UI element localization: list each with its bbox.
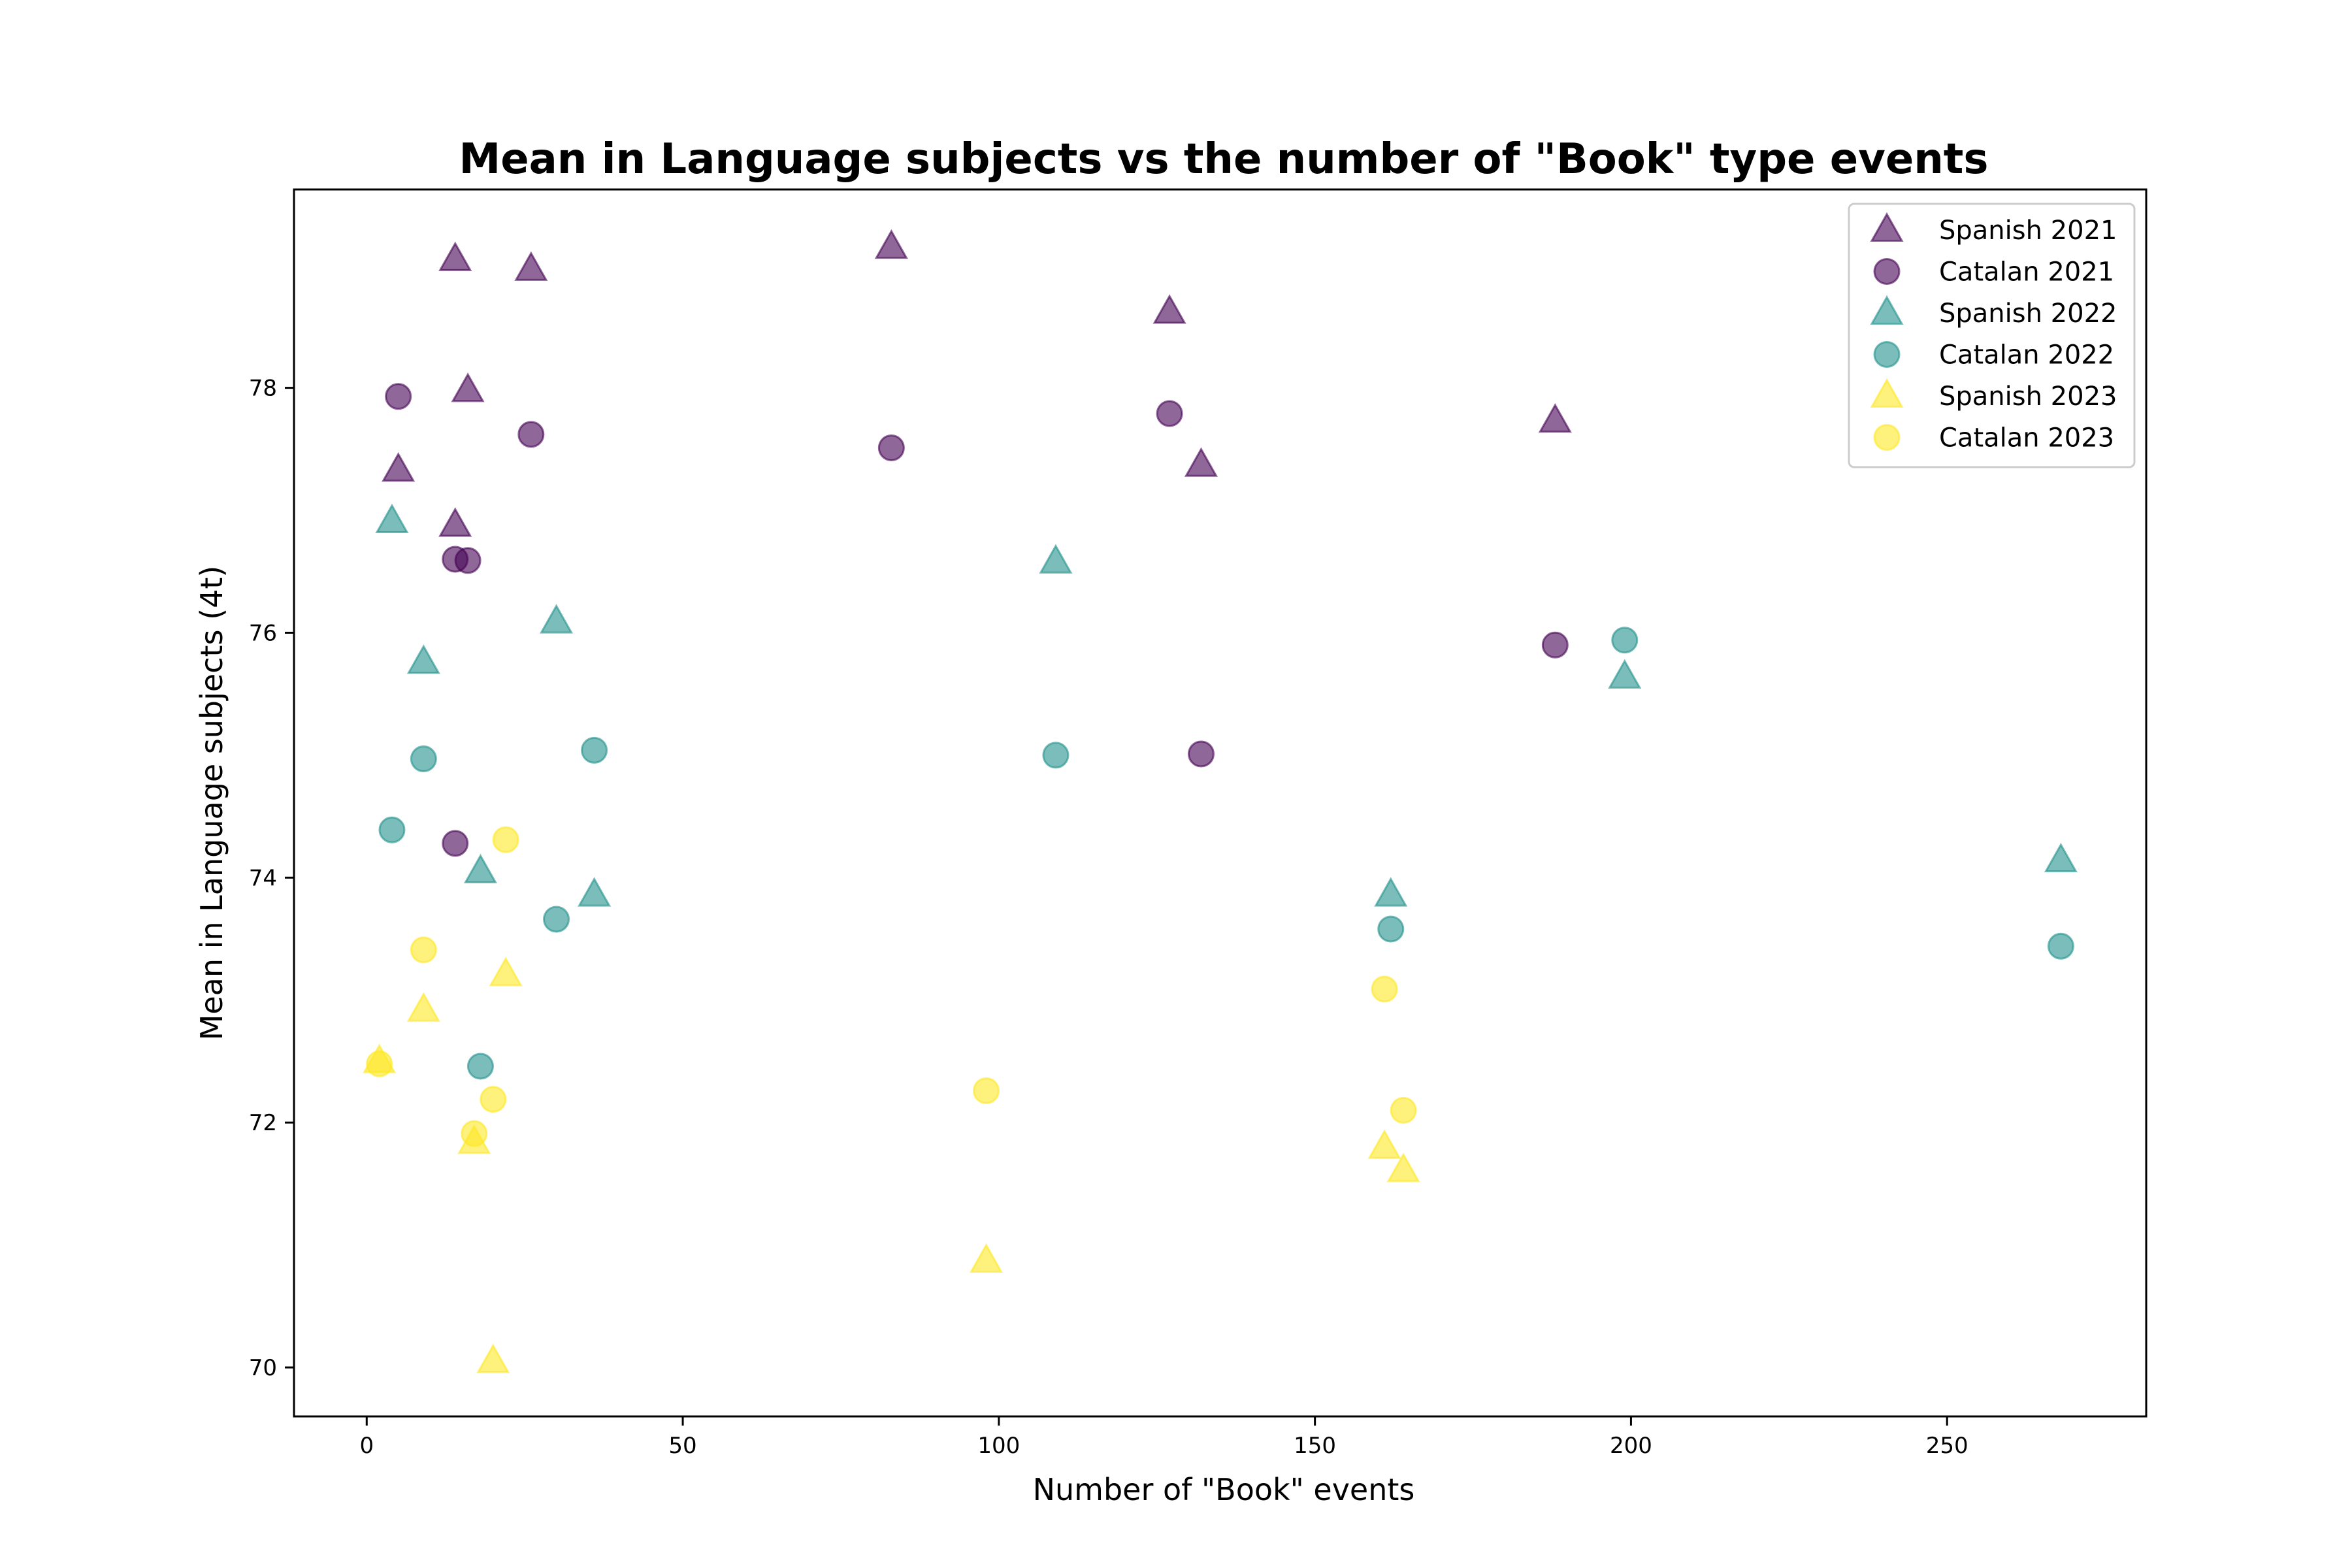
point-catalan-2022 xyxy=(1611,627,1639,654)
point-spanish-2022 xyxy=(578,877,612,907)
plot-frame xyxy=(293,188,2148,1418)
point-catalan-2023 xyxy=(1390,1096,1417,1124)
point-catalan-2023 xyxy=(1371,975,1398,1003)
legend-label-catalan-2022: Catalan 2022 xyxy=(1939,340,2114,370)
y-tick-label: 74 xyxy=(249,865,277,891)
point-spanish-2021 xyxy=(1538,403,1572,433)
point-catalan-2021 xyxy=(442,830,469,857)
y-tick-label: 70 xyxy=(249,1355,277,1381)
point-catalan-2022 xyxy=(378,816,406,843)
x-tick-label: 200 xyxy=(1610,1433,1652,1459)
y-tick-label: 78 xyxy=(249,376,277,402)
point-spanish-2022 xyxy=(406,644,440,674)
point-spanish-2023 xyxy=(406,992,440,1022)
point-spanish-2022 xyxy=(1608,659,1642,689)
point-catalan-2021 xyxy=(454,547,482,574)
point-catalan-2023 xyxy=(461,1120,488,1147)
x-tick-label: 0 xyxy=(359,1433,374,1459)
y-tick-label: 72 xyxy=(249,1110,277,1136)
point-catalan-2023 xyxy=(480,1086,507,1113)
point-spanish-2021 xyxy=(1152,294,1186,324)
point-catalan-2022 xyxy=(2047,932,2074,960)
point-spanish-2021 xyxy=(514,251,548,281)
point-catalan-2023 xyxy=(492,826,519,853)
point-catalan-2023 xyxy=(410,936,437,964)
y-axis-label: Mean in Language subjects (4t) xyxy=(194,566,229,1041)
x-tick-label: 100 xyxy=(977,1433,1020,1459)
point-catalan-2021 xyxy=(517,421,545,448)
legend-marker-catalan-2023 xyxy=(1873,424,1901,451)
point-spanish-2022 xyxy=(463,853,498,884)
point-catalan-2021 xyxy=(1187,740,1215,768)
y-tick-label: 76 xyxy=(249,620,277,646)
point-spanish-2021 xyxy=(1184,447,1218,477)
point-spanish-2023 xyxy=(1386,1152,1420,1183)
point-catalan-2022 xyxy=(1377,915,1405,943)
point-spanish-2023 xyxy=(1367,1129,1401,1159)
point-catalan-2022 xyxy=(466,1053,494,1080)
point-catalan-2023 xyxy=(972,1077,1000,1104)
legend-box xyxy=(1848,203,2136,468)
point-spanish-2022 xyxy=(1374,877,1408,907)
point-catalan-2022 xyxy=(410,745,437,773)
point-spanish-2022 xyxy=(1039,544,1073,574)
legend-marker-catalan-2021 xyxy=(1873,258,1901,285)
legend-marker-spanish-2022 xyxy=(1870,295,1904,325)
points-layer xyxy=(363,229,2078,1373)
point-spanish-2021 xyxy=(451,372,485,402)
point-spanish-2021 xyxy=(382,452,416,482)
point-catalan-2021 xyxy=(385,383,412,410)
point-catalan-2021 xyxy=(1156,400,1183,427)
point-catalan-2022 xyxy=(543,906,570,933)
legend-marker-spanish-2021 xyxy=(1870,212,1904,242)
legend-label-catalan-2023: Catalan 2023 xyxy=(1939,423,2114,453)
point-catalan-2022 xyxy=(581,736,608,764)
chart-title: Mean in Language subjects vs the number … xyxy=(459,135,1989,184)
y-axis: 70 72 74 76 78 xyxy=(249,376,294,1381)
x-axis: 0 50 100 150 200 250 xyxy=(359,1416,1968,1459)
point-spanish-2022 xyxy=(375,503,409,533)
point-spanish-2021 xyxy=(438,241,472,271)
point-spanish-2021 xyxy=(438,507,472,537)
legend-label-spanish-2022: Spanish 2022 xyxy=(1939,299,2117,329)
point-spanish-2023 xyxy=(489,956,523,987)
legend-marker-spanish-2023 xyxy=(1870,378,1904,408)
point-spanish-2021 xyxy=(874,229,908,259)
x-axis-label: Number of "Book" events xyxy=(1033,1472,1415,1507)
legend-label-spanish-2021: Spanish 2021 xyxy=(1939,216,2117,246)
point-spanish-2022 xyxy=(539,604,574,634)
x-tick-label: 250 xyxy=(1926,1433,1968,1459)
legend: Spanish 2021 Catalan 2021 Spanish 2022 Cata… xyxy=(1848,203,2136,468)
point-spanish-2023 xyxy=(476,1343,510,1373)
point-catalan-2021 xyxy=(877,434,905,461)
legend-label-spanish-2023: Spanish 2023 xyxy=(1939,382,2117,412)
x-tick-label: 50 xyxy=(668,1433,696,1459)
point-spanish-2023 xyxy=(969,1243,1004,1273)
point-spanish-2022 xyxy=(2044,842,2078,873)
point-catalan-2023 xyxy=(366,1050,393,1077)
legend-marker-catalan-2022 xyxy=(1873,341,1901,368)
x-tick-label: 150 xyxy=(1294,1433,1336,1459)
point-catalan-2021 xyxy=(1541,631,1569,659)
legend-label-catalan-2021: Catalan 2021 xyxy=(1939,257,2114,287)
point-catalan-2022 xyxy=(1042,742,1070,769)
